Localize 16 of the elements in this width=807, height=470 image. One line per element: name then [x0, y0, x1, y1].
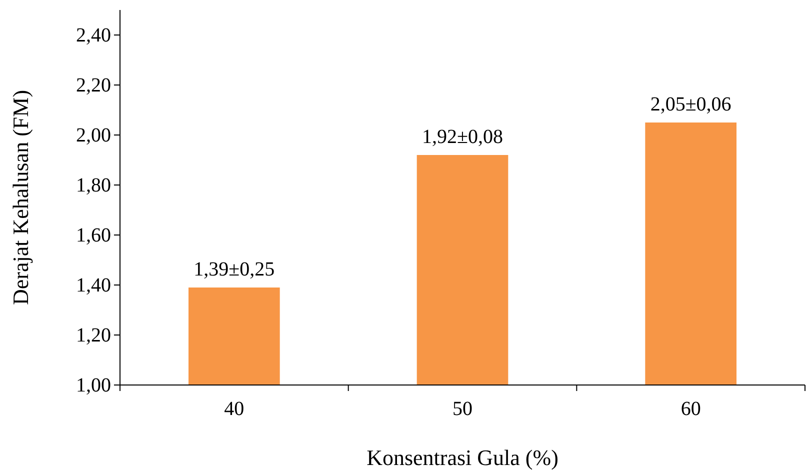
x-tick-label: 60	[680, 398, 701, 420]
data-label: 1,39±0,25	[194, 258, 275, 280]
data-label: 1,92±0,08	[422, 126, 503, 148]
y-axis-title: Derajat Kehalusan (FM)	[8, 90, 33, 306]
x-axis-title: Konsentrasi Gula (%)	[366, 445, 558, 470]
y-tick-label: 1,40	[76, 274, 111, 296]
y-tick-label: 1,60	[76, 224, 111, 246]
data-label: 2,05±0,06	[650, 94, 732, 116]
x-tick-label: 50	[452, 398, 472, 420]
x-tick-label: 40	[224, 398, 244, 420]
y-tick-label: 2,40	[76, 24, 111, 46]
y-tick-label: 2,20	[76, 74, 111, 96]
y-tick-label: 1,80	[76, 174, 111, 196]
y-tick-label: 1,20	[76, 324, 111, 346]
y-tick-label: 2,00	[76, 124, 111, 146]
y-tick-label: 1,00	[76, 374, 111, 396]
